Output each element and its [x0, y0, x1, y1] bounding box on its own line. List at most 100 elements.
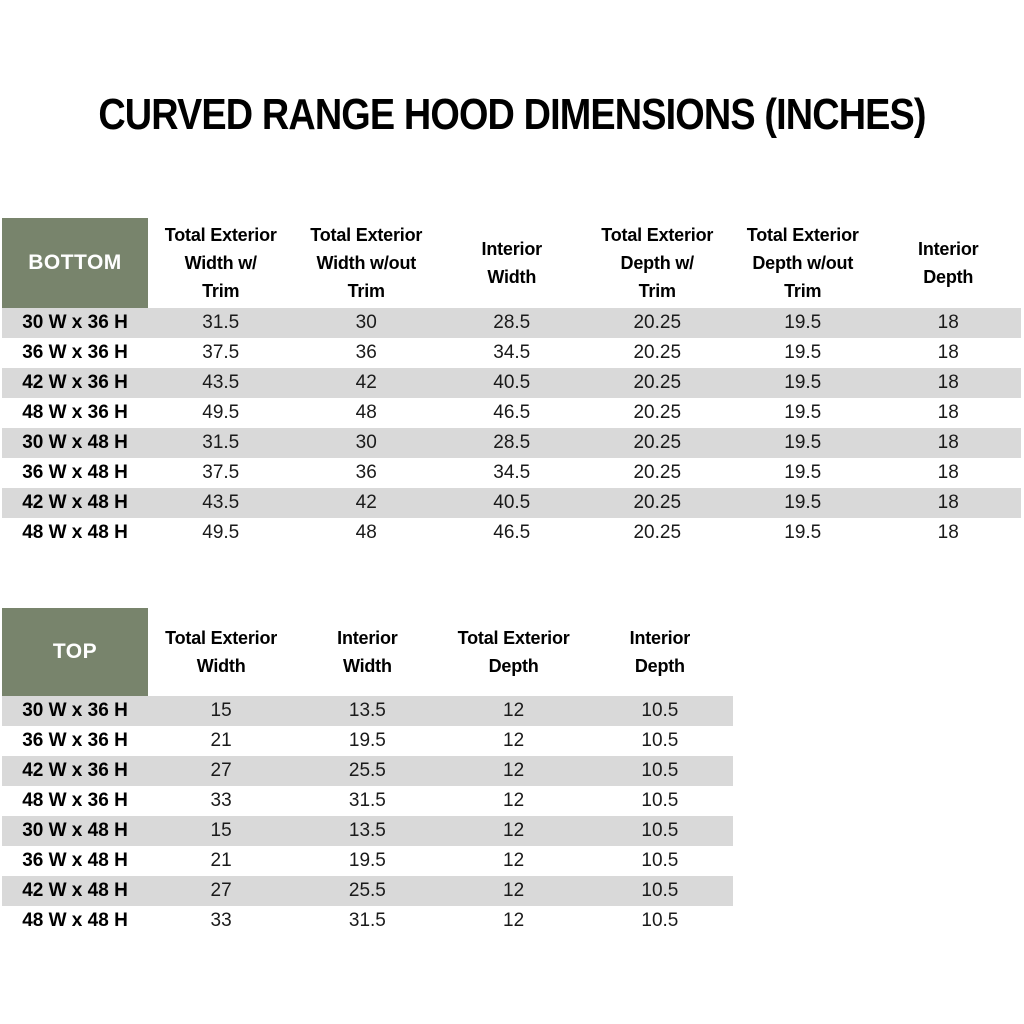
cell-value: 19.5	[784, 432, 822, 453]
cell-value: 19.5	[784, 402, 822, 423]
cell-value: 18	[937, 372, 959, 393]
table-row: 48 W x 36 H 33 31.5 12 10.5	[2, 786, 733, 816]
column-header-interior-depth: Interior Depth	[629, 628, 691, 676]
table-row: 36 W x 48 H 37.5 36 34.5 20.25 19.5 18	[2, 458, 1021, 488]
column-header-interior-width: Interior Width	[481, 239, 543, 287]
row-label: 30 W x 36 H	[22, 700, 128, 721]
cell-value: 46.5	[493, 402, 531, 423]
cell-value: 15	[210, 700, 232, 721]
cell-value: 12	[503, 790, 525, 811]
column-header-total-exterior-depth: Total Exterior Depth	[457, 628, 570, 676]
table-row: 48 W x 48 H 49.5 48 46.5 20.25 19.5 18	[2, 518, 1021, 548]
table-row: 36 W x 36 H 37.5 36 34.5 20.25 19.5 18	[2, 338, 1021, 368]
row-label: 36 W x 36 H	[22, 730, 128, 751]
cell-value: 28.5	[493, 312, 531, 333]
column-header-total-exterior-width-wout-trim: Total Exterior Width w/out Trim	[310, 225, 423, 301]
cell-value: 13.5	[348, 700, 386, 721]
table-row: 42 W x 48 H 43.5 42 40.5 20.25 19.5 18	[2, 488, 1021, 518]
table-row: 36 W x 36 H 21 19.5 12 10.5	[2, 726, 733, 756]
row-label: 42 W x 36 H	[22, 760, 128, 781]
column-header-total-exterior-width-w-trim: Total Exterior Width w/ Trim	[164, 225, 277, 301]
cell-value: 19.5	[784, 522, 822, 543]
cell-value: 42	[355, 492, 377, 513]
cell-value: 12	[503, 700, 525, 721]
cell-value: 40.5	[493, 492, 531, 513]
cell-value: 12	[503, 820, 525, 841]
row-label: 36 W x 48 H	[22, 462, 128, 483]
top-header-row: TOP Total Exterior Width Interior Width …	[2, 608, 733, 696]
cell-value: 21	[210, 730, 232, 751]
cell-value: 18	[937, 402, 959, 423]
cell-value: 10.5	[641, 910, 679, 931]
cell-value: 31.5	[348, 790, 386, 811]
cell-value: 10.5	[641, 760, 679, 781]
cell-value: 10.5	[641, 820, 679, 841]
cell-value: 19.5	[784, 312, 822, 333]
table-row: 42 W x 48 H 27 25.5 12 10.5	[2, 876, 733, 906]
top-table-label: TOP	[2, 608, 148, 696]
cell-value: 31.5	[202, 312, 240, 333]
column-header-total-exterior-width: Total Exterior Width	[165, 628, 278, 676]
cell-value: 18	[937, 492, 959, 513]
cell-value: 42	[355, 372, 377, 393]
cell-value: 20.25	[633, 342, 682, 363]
row-label: 42 W x 48 H	[22, 880, 128, 901]
cell-value: 10.5	[641, 790, 679, 811]
cell-value: 27	[210, 880, 232, 901]
cell-value: 19.5	[784, 492, 822, 513]
cell-value: 19.5	[348, 730, 386, 751]
cell-value: 33	[210, 910, 232, 931]
cell-value: 18	[937, 462, 959, 483]
cell-value: 34.5	[493, 462, 531, 483]
cell-value: 10.5	[641, 850, 679, 871]
cell-value: 13.5	[348, 820, 386, 841]
cell-value: 15	[210, 820, 232, 841]
cell-value: 18	[937, 342, 959, 363]
cell-value: 10.5	[641, 700, 679, 721]
row-label: 48 W x 36 H	[22, 402, 128, 423]
column-header-interior-depth: Interior Depth	[918, 239, 979, 287]
table-row: 48 W x 36 H 49.5 48 46.5 20.25 19.5 18	[2, 398, 1021, 428]
row-label: 30 W x 36 H	[22, 312, 128, 333]
cell-value: 10.5	[641, 730, 679, 751]
row-label: 30 W x 48 H	[22, 820, 128, 841]
row-label: 36 W x 48 H	[22, 850, 128, 871]
cell-value: 31.5	[202, 432, 240, 453]
cell-value: 12	[503, 910, 525, 931]
page-title: CURVED RANGE HOOD DIMENSIONS (INCHES)	[98, 90, 926, 139]
cell-value: 49.5	[202, 402, 240, 423]
cell-value: 20.25	[633, 372, 682, 393]
bottom-dimensions-table: BOTTOM Total Exterior Width w/ Trim Tota…	[2, 218, 1021, 548]
cell-value: 19.5	[348, 850, 386, 871]
cell-value: 12	[503, 850, 525, 871]
cell-value: 12	[503, 880, 525, 901]
row-label: 48 W x 48 H	[22, 522, 128, 543]
cell-value: 36	[355, 342, 377, 363]
cell-value: 34.5	[493, 342, 531, 363]
cell-value: 43.5	[202, 372, 240, 393]
cell-value: 31.5	[348, 910, 386, 931]
cell-value: 43.5	[202, 492, 240, 513]
cell-value: 18	[937, 522, 959, 543]
cell-value: 12	[503, 730, 525, 751]
cell-value: 18	[937, 312, 959, 333]
cell-value: 20.25	[633, 312, 682, 333]
cell-value: 30	[355, 312, 377, 333]
cell-value: 12	[503, 760, 525, 781]
cell-value: 18	[937, 432, 959, 453]
cell-value: 25.5	[348, 880, 386, 901]
cell-value: 19.5	[784, 372, 822, 393]
column-header-total-exterior-depth-wout-trim: Total Exterior Depth w/out Trim	[746, 225, 859, 301]
row-label: 42 W x 36 H	[22, 372, 128, 393]
cell-value: 37.5	[202, 462, 240, 483]
cell-value: 46.5	[493, 522, 531, 543]
cell-value: 21	[210, 850, 232, 871]
top-dimensions-table: TOP Total Exterior Width Interior Width …	[2, 608, 733, 936]
cell-value: 19.5	[784, 462, 822, 483]
table-row: 30 W x 36 H 15 13.5 12 10.5	[2, 696, 733, 726]
column-header-total-exterior-depth-w-trim: Total Exterior Depth w/ Trim	[601, 225, 714, 301]
table-row: 42 W x 36 H 27 25.5 12 10.5	[2, 756, 733, 786]
row-label: 42 W x 48 H	[22, 492, 128, 513]
cell-value: 20.25	[633, 462, 682, 483]
table-row: 42 W x 36 H 43.5 42 40.5 20.25 19.5 18	[2, 368, 1021, 398]
